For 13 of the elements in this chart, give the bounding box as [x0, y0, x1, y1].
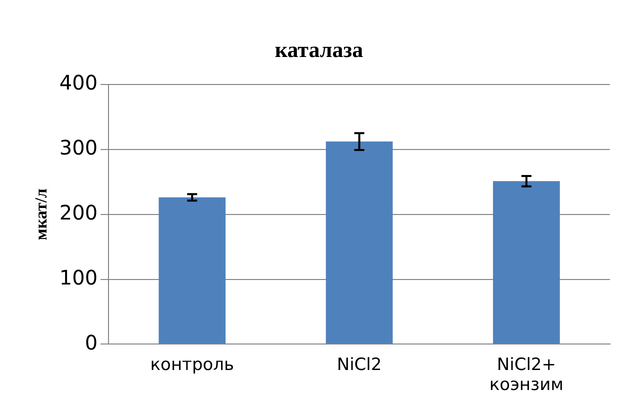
x-tick-label: NiCl2 — [336, 354, 382, 375]
y-tick-label: 0 — [84, 330, 98, 354]
x-tick-label: NiCl2+ коэнзим — [489, 354, 564, 396]
y-tick-label: 200 — [59, 200, 98, 225]
chart-title: каталаза — [274, 36, 364, 62]
y-tick-label: 400 — [59, 70, 98, 95]
bar — [326, 142, 393, 344]
y-axis-title: мкат/л — [32, 188, 51, 240]
bar — [493, 181, 560, 344]
bar — [158, 197, 226, 344]
x-tick-label: контроль — [150, 354, 234, 375]
y-tick-label: 300 — [59, 136, 98, 160]
y-tick-label: 100 — [59, 265, 98, 290]
